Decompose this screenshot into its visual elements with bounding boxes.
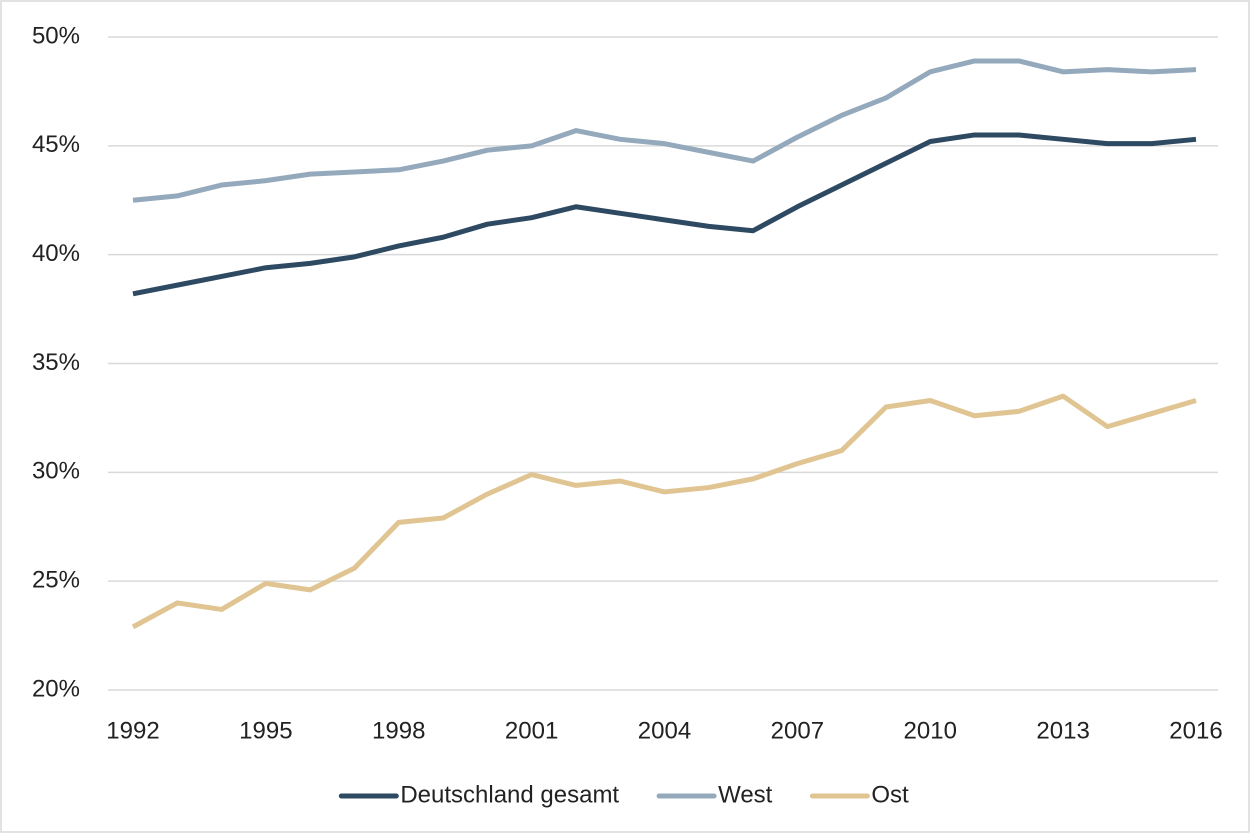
x-tick-label: 2010 [904, 717, 957, 744]
x-tick-label: 2004 [638, 717, 691, 744]
y-tick-label: 40% [32, 240, 80, 267]
y-tick-label: 45% [32, 131, 80, 158]
series-line [132, 58, 1197, 203]
x-tick-label: 1992 [106, 717, 159, 744]
y-tick-label: 35% [32, 349, 80, 376]
legend-label: Ost [871, 781, 909, 808]
legend-label: West [718, 781, 773, 808]
x-tick-label: 2016 [1169, 717, 1222, 744]
y-tick-label: 25% [32, 567, 80, 594]
x-tick-label: 2007 [771, 717, 824, 744]
legend-label: Deutschland gesamt [400, 781, 619, 808]
y-tick-label: 30% [32, 458, 80, 485]
x-tick-label: 1998 [372, 717, 425, 744]
series-line [132, 132, 1197, 297]
y-tick-label: 50% [32, 22, 80, 49]
series-line [131, 393, 1197, 630]
x-tick-label: 1995 [239, 717, 292, 744]
x-tick-label: 2001 [505, 717, 558, 744]
y-tick-label: 20% [32, 675, 80, 702]
x-tick-label: 2013 [1036, 717, 1089, 744]
